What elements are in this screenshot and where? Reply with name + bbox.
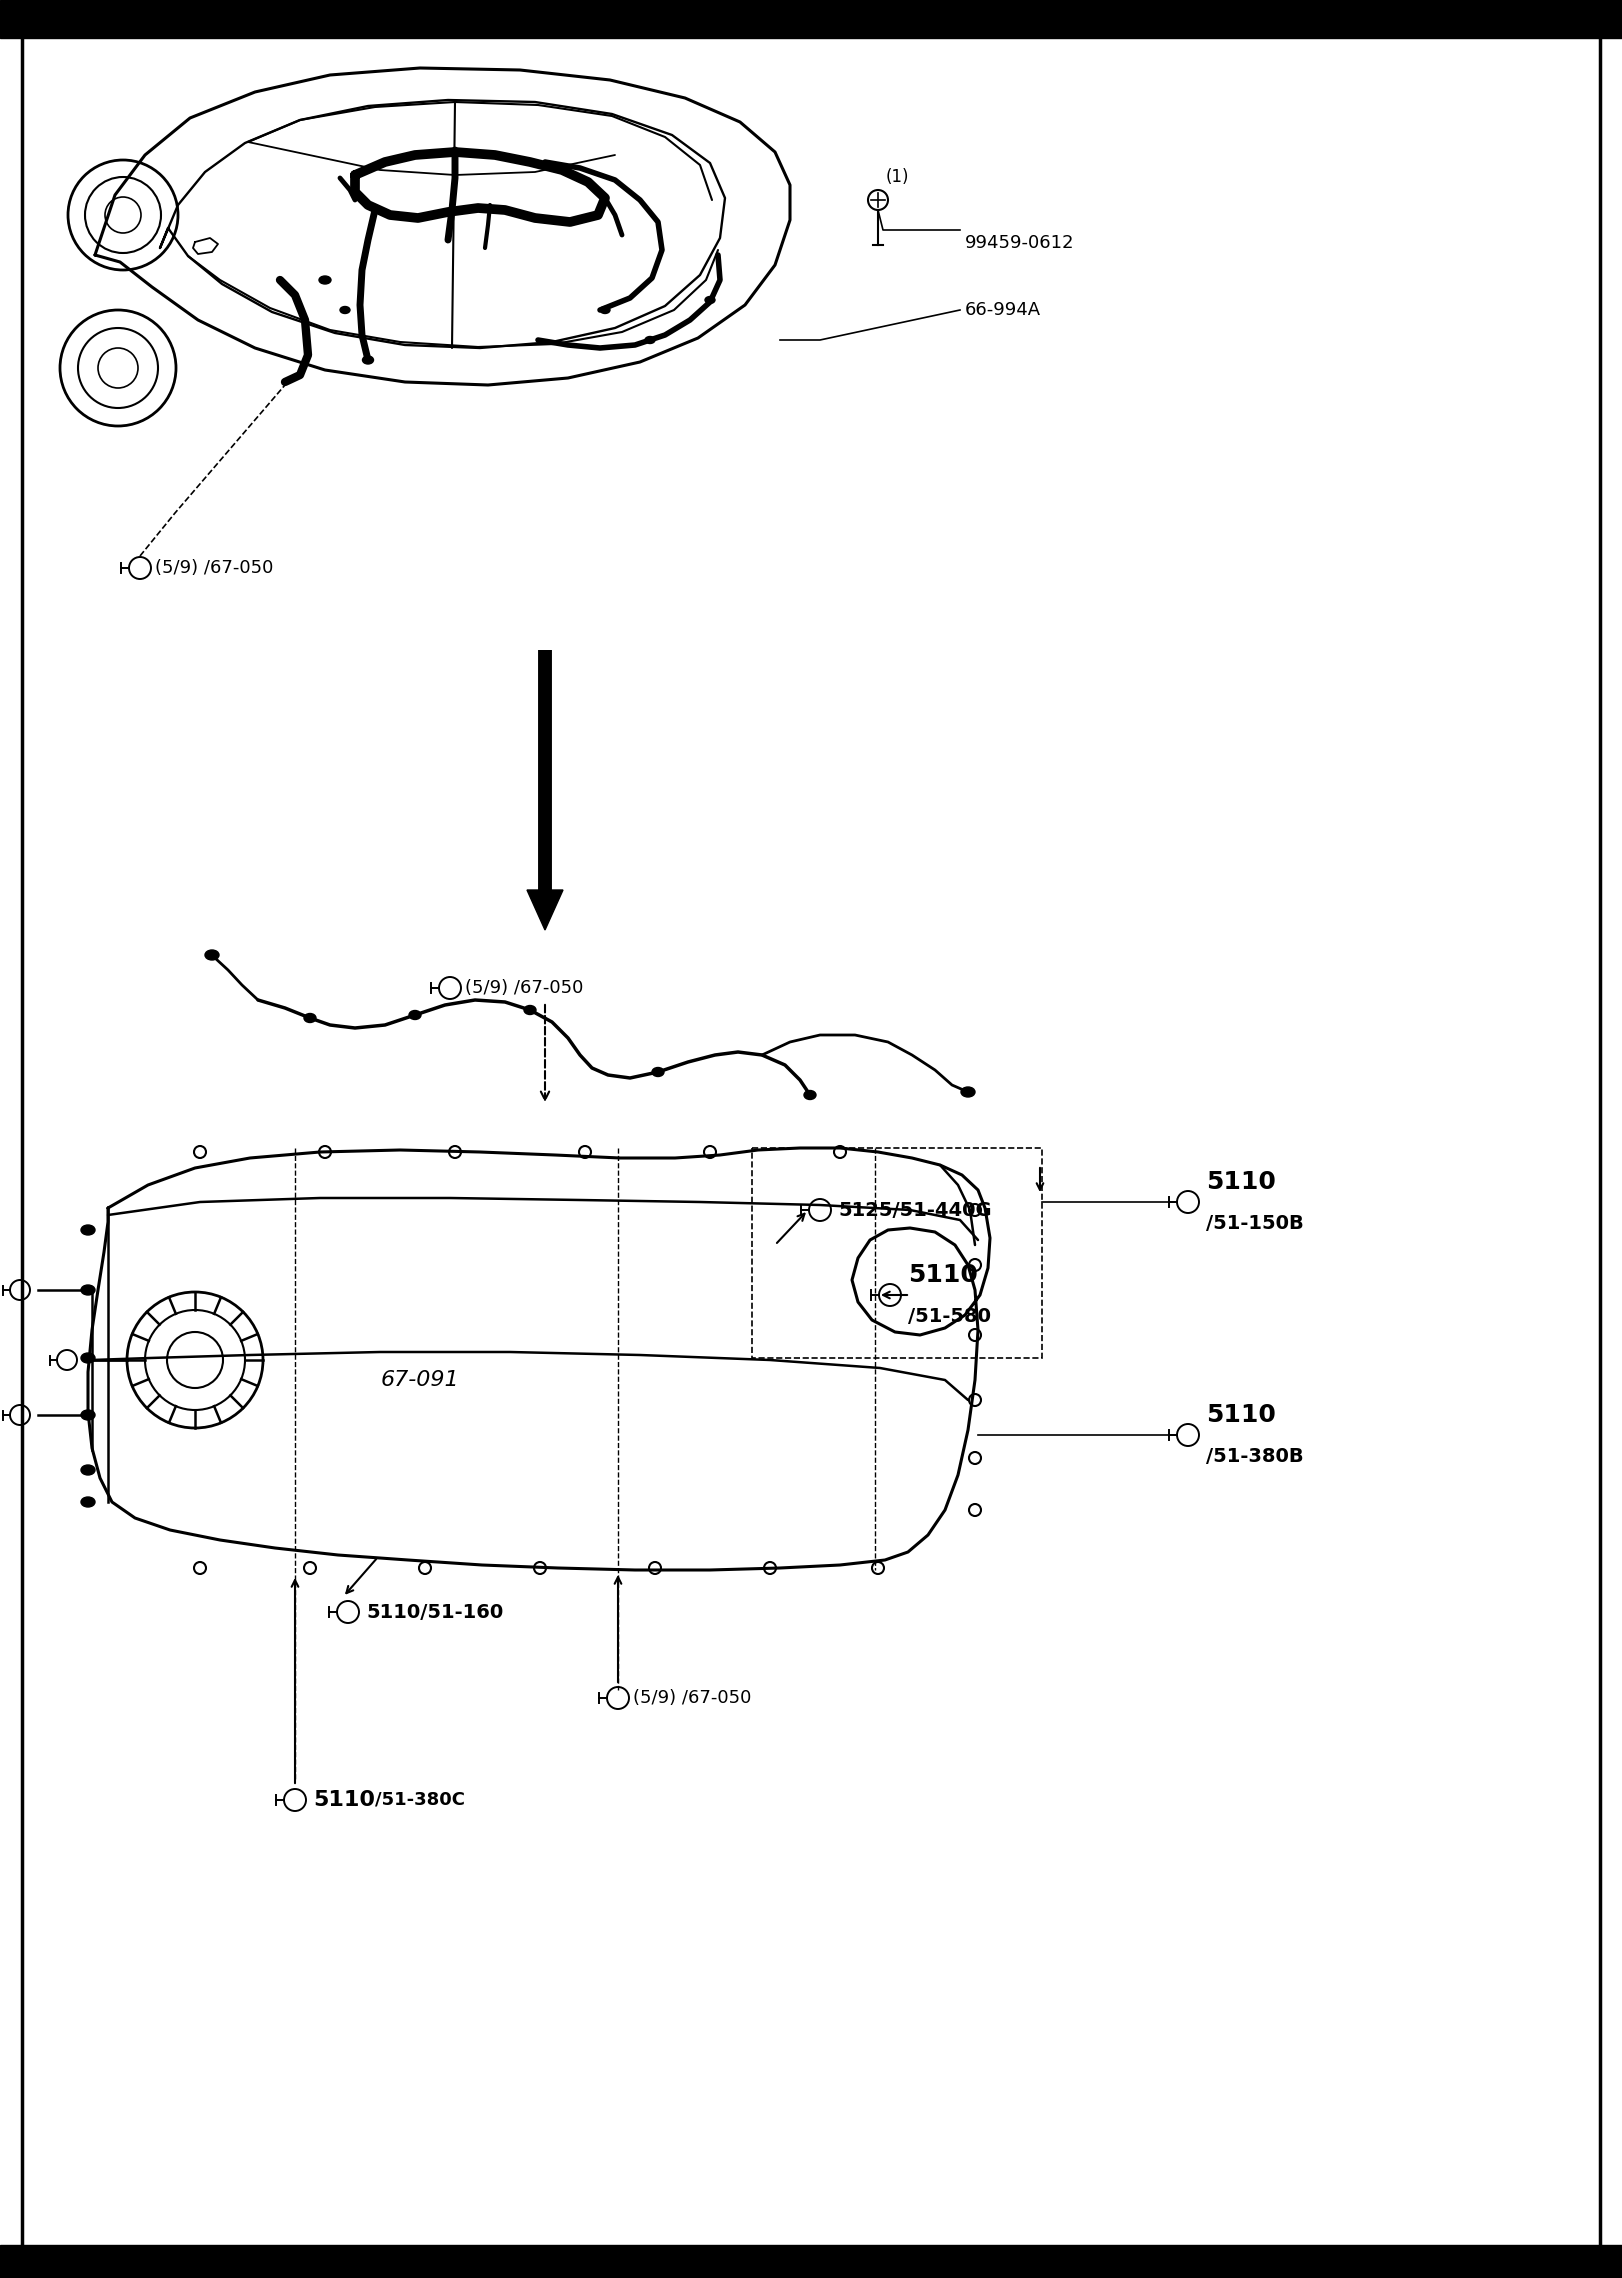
Text: 5110: 5110 (313, 1791, 375, 1811)
Ellipse shape (706, 296, 715, 303)
Ellipse shape (320, 276, 331, 285)
Text: (5/9) /67-050: (5/9) /67-050 (633, 1688, 751, 1706)
Ellipse shape (81, 1353, 96, 1362)
Text: 67-091: 67-091 (381, 1369, 459, 1390)
Ellipse shape (303, 1014, 316, 1023)
Ellipse shape (81, 1285, 96, 1294)
Text: /51-580: /51-580 (908, 1308, 991, 1326)
Text: 5125/51-440G: 5125/51-440G (839, 1201, 991, 1219)
Bar (753, 1148, 1041, 1358)
Bar (0, 0, 1622, 39)
Ellipse shape (341, 308, 350, 314)
Text: (5/9) /67-050: (5/9) /67-050 (466, 980, 584, 998)
Ellipse shape (960, 1087, 975, 1098)
Text: /51-380C: /51-380C (375, 1791, 466, 1809)
Text: /51-380B: /51-380B (1207, 1447, 1304, 1467)
Ellipse shape (362, 355, 373, 364)
Text: 5110: 5110 (1207, 1171, 1277, 1194)
Ellipse shape (524, 1005, 535, 1014)
Bar (0, 2246, 1622, 2278)
Ellipse shape (81, 1497, 96, 1508)
Text: 5110: 5110 (908, 1262, 978, 1287)
Text: 5110: 5110 (1207, 1403, 1277, 1426)
Ellipse shape (81, 1410, 96, 1419)
Ellipse shape (81, 1226, 96, 1235)
Text: /51-150B: /51-150B (1207, 1214, 1304, 1232)
Polygon shape (527, 891, 563, 929)
Text: (1): (1) (886, 169, 910, 187)
Ellipse shape (204, 950, 219, 959)
Ellipse shape (652, 1068, 663, 1077)
Ellipse shape (81, 1465, 96, 1474)
Ellipse shape (600, 308, 610, 314)
Ellipse shape (805, 1091, 816, 1100)
Ellipse shape (409, 1011, 422, 1021)
Text: 66-994A: 66-994A (965, 301, 1041, 319)
Text: (5/9) /67-050: (5/9) /67-050 (156, 558, 274, 576)
Text: 99459-0612: 99459-0612 (965, 235, 1074, 253)
Ellipse shape (646, 337, 655, 344)
Text: 5110/51-160: 5110/51-160 (367, 1601, 503, 1622)
